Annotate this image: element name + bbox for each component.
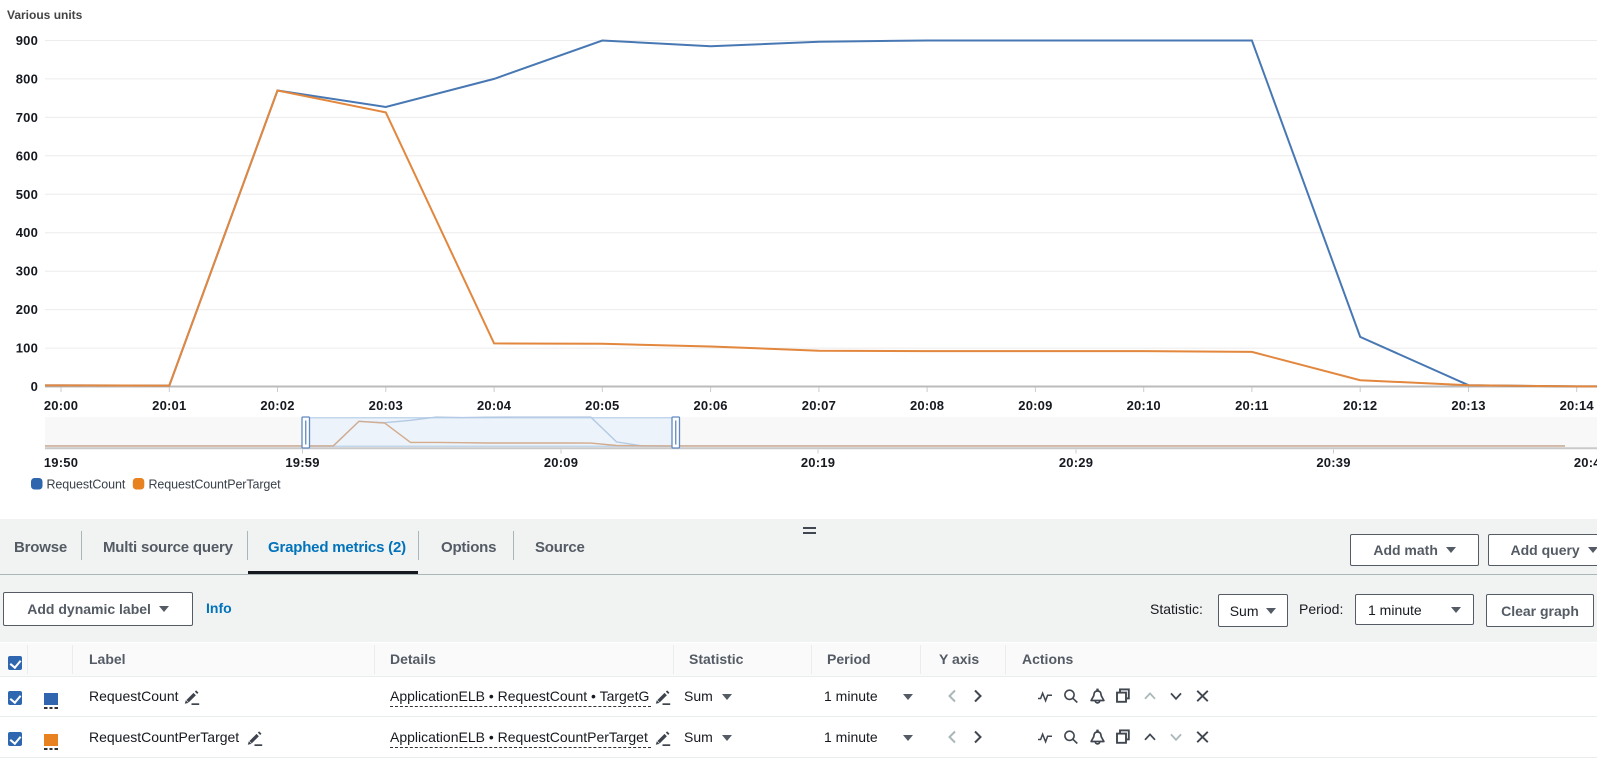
svg-text:200: 200: [16, 302, 38, 317]
svg-text:0: 0: [31, 379, 38, 394]
svg-text:20:49: 20:49: [1574, 455, 1597, 470]
svg-text:20:10: 20:10: [1127, 398, 1161, 413]
svg-text:20:29: 20:29: [1059, 455, 1093, 470]
svg-text:20:04: 20:04: [477, 398, 512, 413]
svg-text:20:19: 20:19: [801, 455, 835, 470]
svg-text:400: 400: [16, 225, 38, 240]
svg-text:19:59: 19:59: [285, 455, 319, 470]
svg-text:Various units: Various units: [7, 8, 83, 22]
svg-text:500: 500: [16, 187, 38, 202]
svg-text:20:05: 20:05: [585, 398, 619, 413]
svg-text:20:07: 20:07: [802, 398, 836, 413]
svg-text:20:02: 20:02: [260, 398, 294, 413]
svg-text:20:03: 20:03: [369, 398, 403, 413]
svg-text:RequestCount: RequestCount: [47, 478, 126, 492]
svg-text:20:11: 20:11: [1235, 398, 1269, 413]
svg-text:600: 600: [16, 148, 38, 163]
svg-text:900: 900: [16, 33, 38, 48]
svg-text:100: 100: [16, 341, 38, 356]
svg-text:19:50: 19:50: [44, 455, 78, 470]
svg-text:20:00: 20:00: [44, 398, 78, 413]
svg-text:700: 700: [16, 110, 38, 125]
svg-text:20:06: 20:06: [693, 398, 727, 413]
svg-text:20:09: 20:09: [1018, 398, 1052, 413]
svg-text:20:39: 20:39: [1316, 455, 1350, 470]
svg-text:20:08: 20:08: [910, 398, 944, 413]
svg-text:800: 800: [16, 71, 38, 86]
svg-text:300: 300: [16, 264, 38, 279]
svg-text:20:13: 20:13: [1451, 398, 1485, 413]
svg-text:20:01: 20:01: [152, 398, 186, 413]
svg-text:RequestCountPerTarget: RequestCountPerTarget: [149, 478, 282, 492]
svg-text:20:09: 20:09: [544, 455, 578, 470]
svg-text:20:12: 20:12: [1343, 398, 1377, 413]
svg-text:20:14: 20:14: [1560, 398, 1595, 413]
